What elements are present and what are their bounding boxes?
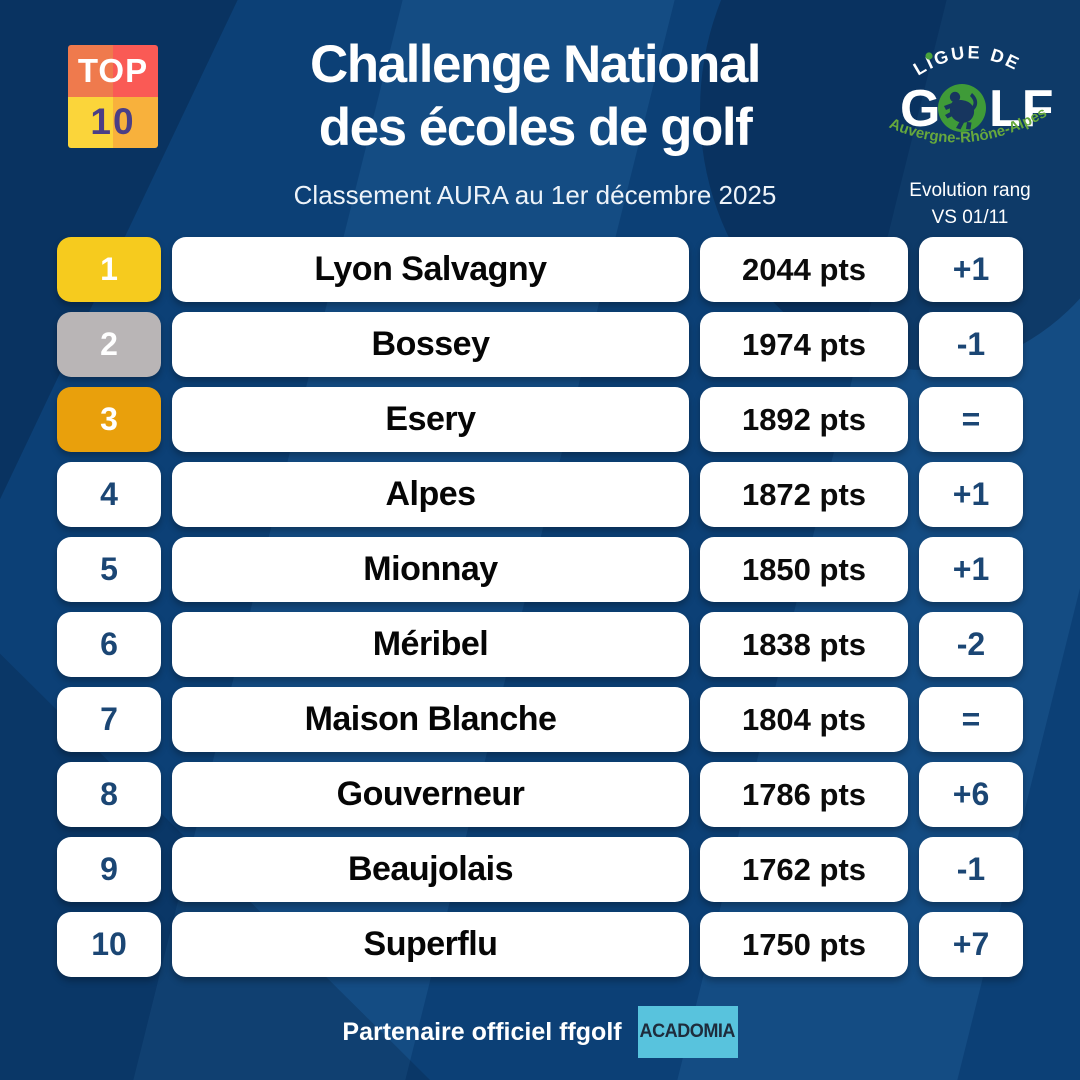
table-row: 4 Alpes 1872 pts +1: [57, 462, 1023, 527]
table-row: 7 Maison Blanche 1804 pts =: [57, 687, 1023, 752]
badge-quadrant: [68, 45, 113, 97]
evolution-cell: =: [919, 687, 1023, 752]
evolution-cell: +1: [919, 537, 1023, 602]
ranking-table: 1 Lyon Salvagny 2044 pts +1 2 Bossey 1974 pts -…: [57, 237, 1023, 987]
partner-text: Partenaire officiel ffgolf: [342, 1017, 622, 1046]
rank-badge: 3: [57, 387, 161, 452]
footer: Partenaire officiel ffgolf ACADOMIA: [0, 1006, 1080, 1058]
rank-badge: 9: [57, 837, 161, 902]
rank-badge: 10: [57, 912, 161, 977]
table-row: 2 Bossey 1974 pts -1: [57, 312, 1023, 377]
rank-badge: 4: [57, 462, 161, 527]
points-cell: 1850 pts: [700, 537, 908, 602]
evolution-header-line2: VS 01/11: [931, 206, 1009, 228]
club-name-cell: Beaujolais: [172, 837, 689, 902]
club-name-cell: Bossey: [172, 312, 689, 377]
svg-text:LIGUE DE: LIGUE DE: [910, 42, 1024, 79]
evolution-cell: +7: [919, 912, 1023, 977]
logo-golf-g: G: [900, 80, 940, 138]
evolution-cell: +1: [919, 462, 1023, 527]
acadomia-logo-text: ACADOMIA: [639, 1021, 736, 1042]
rank-badge: 1: [57, 237, 161, 302]
club-name-cell: Superflu: [172, 912, 689, 977]
top10-badge: TOP 10: [68, 45, 158, 148]
table-row: 8 Gouverneur 1786 pts +6: [57, 762, 1023, 827]
club-name-cell: Lyon Salvagny: [172, 237, 689, 302]
table-row: 9 Beaujolais 1762 pts -1: [57, 837, 1023, 902]
points-cell: 2044 pts: [700, 237, 908, 302]
badge-quadrant: [113, 96, 158, 148]
rank-badge: 7: [57, 687, 161, 752]
club-name-cell: Esery: [172, 387, 689, 452]
rank-badge: 8: [57, 762, 161, 827]
rank-badge: 5: [57, 537, 161, 602]
rank-badge: 6: [57, 612, 161, 677]
logo-golf-lf: LF: [989, 80, 1055, 138]
page-subtitle: Classement AURA au 1er décembre 2025: [293, 180, 777, 210]
points-cell: 1750 pts: [700, 912, 908, 977]
badge-top-label: TOP: [77, 51, 149, 89]
logo-arc-top-text: LIGUE DE: [910, 42, 1022, 79]
table-row: 1 Lyon Salvagny 2044 pts +1: [57, 237, 1023, 302]
evolution-cell: +1: [919, 237, 1023, 302]
points-cell: 1872 pts: [700, 462, 908, 527]
page-title: Challenge National des écoles de golf: [240, 34, 830, 159]
rank-badge: 2: [57, 312, 161, 377]
table-row: 5 Mionnay 1850 pts +1: [57, 537, 1023, 602]
evolution-cell: -2: [919, 612, 1023, 677]
evolution-header-line1: Evolution rang: [909, 180, 1031, 201]
badge-quadrant: [68, 96, 113, 148]
club-name-cell: Méribel: [172, 612, 689, 677]
evolution-cell: +6: [919, 762, 1023, 827]
evolution-column-header: Evolution rang VS 01/11: [870, 178, 1070, 232]
page-title-line2: des écoles de golf: [318, 97, 753, 157]
points-cell: 1786 pts: [700, 762, 908, 827]
table-row: 6 Méribel 1838 pts -2: [57, 612, 1023, 677]
page-title-line1: Challenge National: [309, 35, 762, 94]
table-row: 10 Superflu 1750 pts +7: [57, 912, 1023, 977]
evolution-cell: -1: [919, 837, 1023, 902]
evolution-cell: -1: [919, 312, 1023, 377]
ligue-de-golf-logo: LIGUE DE G LF Auvergne-Rhône-Alpes: [887, 42, 1055, 146]
club-name-cell: Mionnay: [172, 537, 689, 602]
badge-quadrant: [113, 45, 158, 97]
evolution-cell: =: [919, 387, 1023, 452]
golf-ball-dot-icon: [925, 52, 933, 60]
points-cell: 1762 pts: [700, 837, 908, 902]
points-cell: 1838 pts: [700, 612, 908, 677]
club-name-cell: Maison Blanche: [172, 687, 689, 752]
club-name-cell: Gouverneur: [172, 762, 689, 827]
acadomia-logo: ACADOMIA: [637, 1006, 738, 1058]
table-row: 3 Esery 1892 pts =: [57, 387, 1023, 452]
badge-bottom-label: 10: [90, 101, 136, 143]
points-cell: 1974 pts: [700, 312, 908, 377]
points-cell: 1804 pts: [700, 687, 908, 752]
club-name-cell: Alpes: [172, 462, 689, 527]
points-cell: 1892 pts: [700, 387, 908, 452]
lion-rampant-icon: [944, 91, 978, 130]
